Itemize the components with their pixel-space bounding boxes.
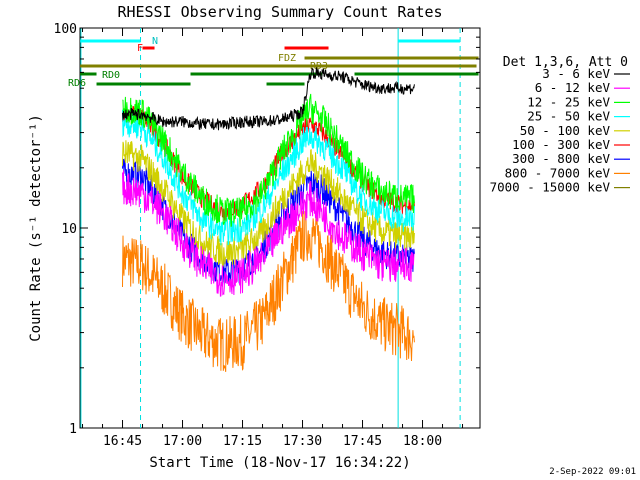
legend-label: 7000 - 15000 keV <box>490 180 611 195</box>
x-tick-label: 17:45 <box>343 434 382 449</box>
x-tick-label: 17:30 <box>283 434 322 449</box>
flag-label-fdz: FDZ <box>278 53 296 64</box>
legend-label: 25 - 50 keV <box>527 109 610 124</box>
y-tick-label: 100 <box>54 22 77 37</box>
flag-label-rd6: RD6 <box>68 78 86 89</box>
timestamp: 2-Sep-2022 09:01 <box>549 467 636 477</box>
flag-label-n: N <box>152 36 158 47</box>
legend-label: 300 - 800 keV <box>512 151 610 166</box>
x-tick-label: 17:00 <box>163 434 202 449</box>
flag-label-rd3: RD3 <box>310 61 328 72</box>
legend-label: 12 - 25 keV <box>527 94 610 109</box>
legend-label: 100 - 300 keV <box>512 137 610 152</box>
series-6-12-kev <box>122 170 415 297</box>
chart-title: RHESSI Observing Summary Count Rates <box>117 3 442 21</box>
y-tick-label: 1 <box>69 422 77 437</box>
flag-label-f: F <box>137 43 143 54</box>
x-tick-label: 17:15 <box>223 434 262 449</box>
legend-title: Det 1,3,6, Att 0 <box>503 55 628 70</box>
y-axis-label: Count Rate (s⁻¹ detector⁻¹) <box>28 114 44 342</box>
axes-layer: 16:45 17:00 17:15 17:30 17:45 18:00 1 10 100 <box>54 22 480 449</box>
flag-bars: NF FDZ RD3 RD0 RD6 <box>68 28 479 428</box>
legend-label: 3 - 6 keV <box>542 66 610 81</box>
series-3-6-kev <box>122 67 415 131</box>
flag-label-rd0: RD0 <box>102 70 120 81</box>
legend-label: 50 - 100 keV <box>520 123 611 138</box>
series-12-25-kev <box>122 93 415 227</box>
series-50-100-kev <box>122 140 415 269</box>
series-layer <box>122 67 415 372</box>
y-tick-label: 10 <box>61 222 77 237</box>
series-800-7000-kev <box>122 209 415 372</box>
x-tick-label: 16:45 <box>103 434 142 449</box>
legend-label: 6 - 12 keV <box>535 80 611 95</box>
x-axis-label: Start Time (18-Nov-17 16:34:22) <box>149 455 410 471</box>
x-tick-label: 18:00 <box>403 434 442 449</box>
legend-label: 800 - 7000 keV <box>505 165 611 180</box>
